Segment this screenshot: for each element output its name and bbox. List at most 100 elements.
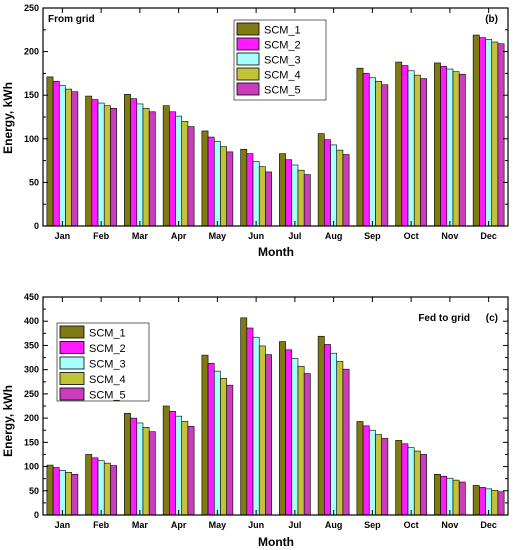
chart-c-bar-scm4-mar xyxy=(142,427,150,516)
chart-b-bar-scm1-feb xyxy=(85,95,93,227)
chart-c-y-axis-title: Energy, kWh xyxy=(1,385,15,457)
chart-c-bar-scm2-jan xyxy=(52,467,60,516)
chart-fed-to-grid: Energy, kWh Month Fed to grid (c) 0 50 100… xyxy=(1,292,509,549)
chart-b-x-tick-label-oct: Oct xyxy=(404,231,419,241)
chart-c-x-tick-label-sep: Sep xyxy=(364,520,381,530)
chart-c-bar-scm2-sep xyxy=(362,425,370,516)
chart-b-y-tick-label: 250 xyxy=(24,3,39,13)
chart-c-y-tick-label: 300 xyxy=(24,365,39,375)
chart-c-x-tick-label-apr: Apr xyxy=(171,520,187,530)
chart-b-bar-scm3-jun xyxy=(252,161,260,227)
chart-c-bar-scm1-jan xyxy=(46,464,54,516)
chart-c-bar-scm4-jun xyxy=(258,345,266,516)
chart-c-bar-scm4-jan xyxy=(65,472,72,516)
chart-c-bar-scm5-mar xyxy=(148,431,156,516)
chart-c-panel-title: Fed to grid xyxy=(418,313,470,324)
chart-b-bar-scm3-sep xyxy=(368,77,376,227)
chart-c-legend-swatch-scm5 xyxy=(59,387,85,401)
chart-c-bar-scm1-may xyxy=(201,354,209,516)
chart-b-bar-scm1-apr xyxy=(162,105,170,227)
chart-c-x-tick-label-jan: Jan xyxy=(55,520,71,530)
chart-b-bar-scm4-jun xyxy=(258,166,266,227)
chart-b-bar-scm2-feb xyxy=(91,99,99,227)
chart-c-legend-swatch-scm4 xyxy=(59,372,85,385)
chart-b-x-tick-label-apr: Apr xyxy=(171,231,187,241)
chart-b-legend-label-scm1: SCM_1 xyxy=(264,25,301,37)
chart-c-bar-scm1-jun xyxy=(240,317,248,516)
chart-c-bar-scm5-jul xyxy=(303,373,311,516)
chart-c-x-tick-label-jun: Jun xyxy=(248,520,264,530)
chart-b-y-axis: 0 50 100 150 200 250 xyxy=(24,3,508,231)
chart-c-bar-scm3-nov xyxy=(446,477,454,516)
chart-c-bar-scm5-apr xyxy=(187,426,195,516)
chart-b-bar-scm4-sep xyxy=(375,80,382,227)
chart-c-bar-scm4-oct xyxy=(413,450,421,516)
chart-b-bar-scm5-jul xyxy=(303,174,311,227)
chart-c-bar-scm3-feb xyxy=(97,460,105,516)
chart-b-x-tick-label-dec: Dec xyxy=(480,231,497,241)
chart-c-panel-letter: (c) xyxy=(486,313,498,324)
chart-b-bar-scm1-jul xyxy=(279,153,286,227)
chart-b-bar-scm3-jan xyxy=(58,85,66,227)
chart-b-bar-scm5-mar xyxy=(148,111,156,227)
chart-c-y-axis: 0 50 100 150 200 250 300 350 400 450 xyxy=(24,292,508,520)
chart-c-bar-scm3-jan xyxy=(58,470,66,516)
chart-c-bar-scm3-apr xyxy=(175,415,183,516)
chart-c-bars xyxy=(46,317,505,516)
chart-b-bar-scm2-nov xyxy=(440,66,448,227)
chart-b-legend-swatch-scm1 xyxy=(236,22,260,36)
chart-c-bar-scm3-jun xyxy=(252,336,260,516)
chart-c-bar-scm5-may xyxy=(226,384,234,516)
chart-b-bar-scm4-nov xyxy=(452,71,460,227)
chart-c-bar-scm3-jul xyxy=(291,358,299,516)
chart-b-y-tick-label: 150 xyxy=(24,90,39,100)
chart-c-bar-scm1-mar xyxy=(124,412,131,516)
chart-b-y-axis-title: Energy, kWh xyxy=(1,82,15,154)
chart-b-bar-scm5-nov xyxy=(458,73,466,227)
chart-b-x-tick-label-aug: Aug xyxy=(325,231,343,241)
chart-c-bar-scm3-sep xyxy=(368,429,376,516)
chart-c-x-tick-label-may: May xyxy=(209,520,227,530)
chart-b-x-axis-title: Month xyxy=(258,245,294,259)
chart-c-bar-scm1-aug xyxy=(317,335,325,516)
chart-b-x-tick-label-sep: Sep xyxy=(364,231,381,241)
chart-b-y-tick-label: 200 xyxy=(24,47,39,57)
chart-b-x-tick-label-mar: Mar xyxy=(132,231,149,241)
chart-c-bar-scm2-mar xyxy=(130,417,138,516)
chart-b-legend-swatch-scm3 xyxy=(236,52,260,66)
chart-c-bar-scm5-dec xyxy=(497,491,505,516)
chart-b-x-tick-label-jan: Jan xyxy=(55,231,71,241)
chart-b-bar-scm4-feb xyxy=(103,105,111,227)
chart-c-y-tick-label: 350 xyxy=(24,340,39,350)
chart-b-legend-label-scm2: SCM_2 xyxy=(264,40,301,52)
chart-b-y-tick-label: 100 xyxy=(24,134,39,144)
chart-c-bar-scm2-jul xyxy=(285,349,293,516)
chart-b-x-tick-label-jun: Jun xyxy=(248,231,264,241)
chart-b-bar-scm1-aug xyxy=(317,133,325,227)
chart-b-bar-scm4-aug xyxy=(336,149,344,227)
chart-c-bar-scm1-apr xyxy=(162,405,170,516)
chart-c-bar-scm2-oct xyxy=(401,443,409,516)
chart-c-bar-scm2-feb xyxy=(91,457,99,516)
chart-c-bar-scm2-may xyxy=(207,363,215,516)
chart-c-y-tick-label: 0 xyxy=(34,510,39,520)
chart-b-bar-scm3-aug xyxy=(330,144,338,227)
chart-c-bar-scm3-mar xyxy=(136,422,144,516)
chart-c-bar-scm5-feb xyxy=(110,465,117,516)
chart-b-bar-scm2-oct xyxy=(401,65,409,227)
chart-b-bar-scm1-jan xyxy=(46,76,54,227)
chart-b-bar-scm4-jan xyxy=(65,88,72,227)
chart-b-bar-scm1-jun xyxy=(240,148,248,227)
chart-b-legend-label-scm3: SCM_3 xyxy=(264,55,301,67)
chart-b-bar-scm4-may xyxy=(220,146,227,227)
chart-c-y-tick-label: 400 xyxy=(24,316,39,326)
chart-b-bar-scm4-jul xyxy=(297,169,305,227)
chart-b-bar-scm5-sep xyxy=(381,84,389,227)
chart-b-bar-scm2-dec xyxy=(479,37,486,227)
chart-b-bar-scm3-feb xyxy=(97,102,105,227)
chart-b-x-tick-label-may: May xyxy=(209,231,227,241)
chart-b-panel-title: From grid xyxy=(48,14,95,25)
chart-c-bar-scm5-nov xyxy=(458,481,466,516)
chart-c-bar-scm1-dec xyxy=(472,485,480,516)
chart-c-x-tick-label-jul: Jul xyxy=(288,520,301,530)
